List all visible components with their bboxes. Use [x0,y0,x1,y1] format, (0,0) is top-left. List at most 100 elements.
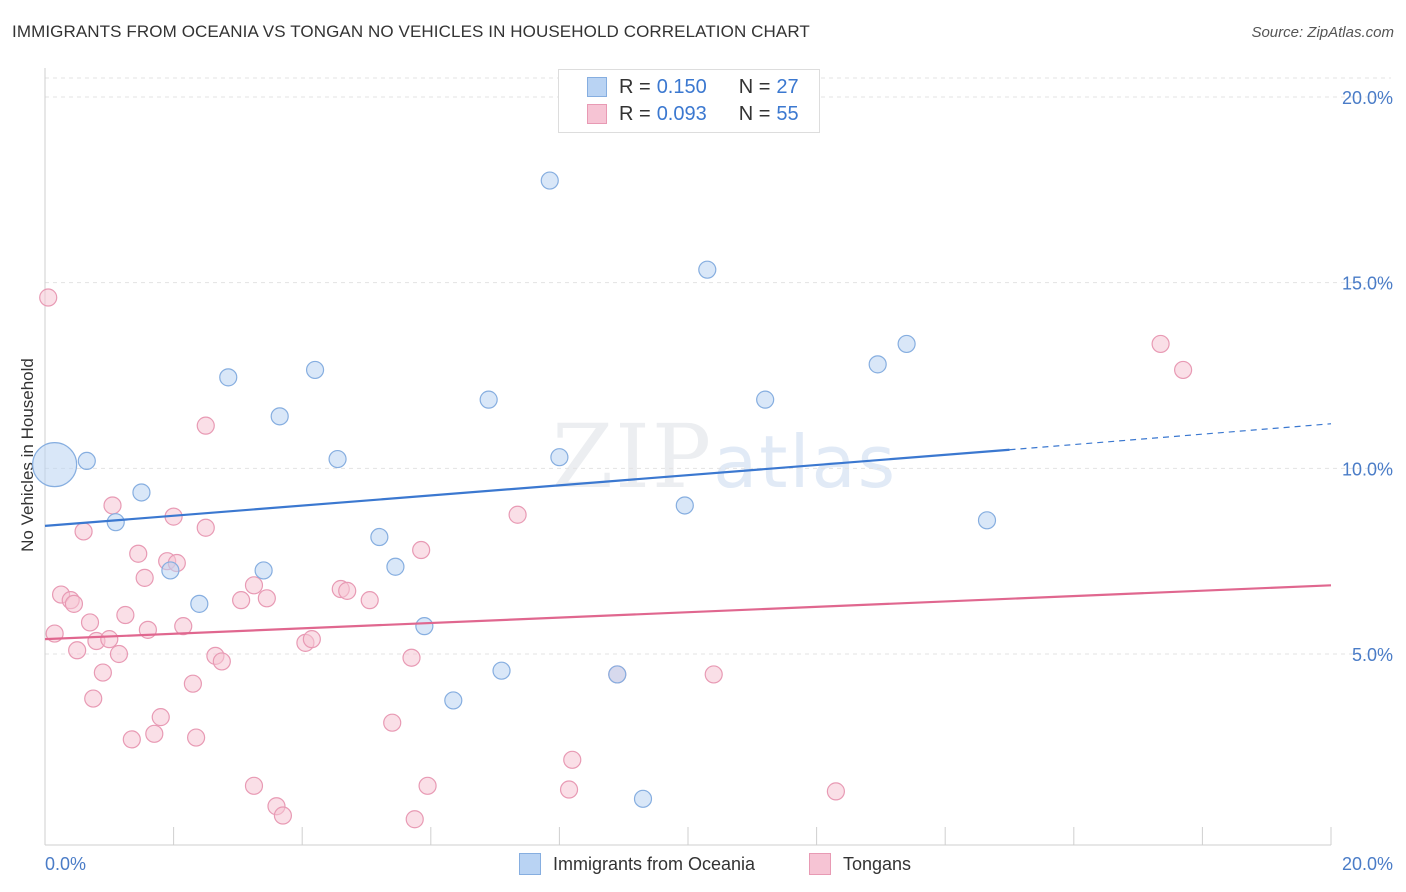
data-point [187,728,206,747]
data-point [77,451,96,471]
data-point [232,591,251,610]
data-point [145,724,164,743]
data-point [68,641,87,660]
y-tick-label: 15.0% [1342,274,1393,294]
data-point [80,613,100,632]
data-point [633,789,653,808]
stats-legend: R = 0.150 N = 27 R = 0.093 N = 55 [558,69,820,133]
data-point [540,171,559,190]
data-point [418,776,437,795]
data-point [402,648,421,667]
data-point [550,448,569,467]
n-label: N = [738,75,771,98]
data-point [370,527,389,547]
data-point [897,334,916,354]
data-point [415,617,434,636]
data-point [444,691,463,710]
legend-item-tongans: Tongans [809,852,911,876]
data-point [302,630,321,649]
data-point [412,540,431,560]
data-point [479,390,498,409]
n-value: 27 [776,75,799,98]
data-point [161,561,180,580]
source-label: Source: ZipAtlas.com [1251,24,1394,41]
pink-legend-swatch [809,853,831,875]
legend-row-tongans: R = 0.093 N = 55 [587,101,799,127]
legend-item-oceania: Immigrants from Oceania [519,852,755,876]
data-point [244,776,264,795]
data-point [254,561,273,580]
trend-line-oceania [44,448,1010,527]
data-point [212,652,231,671]
data-point [305,360,325,380]
data-point [826,782,845,801]
legend-row-oceania: R = 0.150 N = 27 [587,74,799,100]
y-tick-label: 20.0% [1342,88,1393,108]
data-point [219,368,238,387]
data-point [196,518,215,537]
data-point [64,594,84,613]
blue-legend-swatch [519,853,541,875]
data-point [270,407,289,426]
x-tick-label: 20.0% [1342,854,1393,874]
trend-line-oceania-projection [1009,423,1332,451]
r-label: R = [619,75,651,98]
data-point [106,513,125,532]
data-point [386,557,405,576]
data-point [32,442,78,488]
data-point [100,630,119,649]
data-point [405,810,424,829]
r-value: 0.093 [656,102,707,125]
data-point [190,594,209,613]
data-point [257,589,276,608]
legend-label-oceania: Immigrants from Oceania [553,853,756,874]
data-point [74,522,93,541]
data-point [563,750,582,769]
data-point [196,416,215,435]
blue-swatch [587,77,607,97]
data-point [135,568,154,587]
data-point [132,483,151,502]
data-point [183,674,202,693]
data-point [174,617,193,636]
data-point [116,605,135,625]
data-point [93,663,112,682]
data-point [675,496,694,515]
data-point [109,644,129,664]
data-point [868,355,887,374]
x-tick-label: 0.0% [45,854,86,874]
trend-line-tongans [44,584,1332,641]
data-point [103,496,122,515]
legend-label-tongans: Tongans [843,853,912,874]
n-value: 55 [776,102,799,125]
watermark-zip: ZIP [552,405,714,508]
pink-swatch [587,104,607,124]
data-point [360,591,379,610]
data-point [244,576,264,595]
chart-title: IMMIGRANTS FROM OCEANIA VS TONGAN NO VEH… [12,22,810,41]
r-label: R = [619,102,651,125]
data-point [39,288,58,307]
data-point [84,689,103,708]
data-point [1151,334,1170,354]
data-point [492,661,511,680]
data-point [151,708,170,727]
y-tick-label: 10.0% [1342,459,1393,479]
y-tick-label: 5.0% [1352,645,1393,665]
data-point [977,511,997,530]
data-point [122,730,141,749]
data-point [383,713,402,732]
data-point [698,260,717,279]
r-value: 0.150 [656,75,707,98]
data-point [508,505,527,524]
data-point [559,780,579,799]
data-point [1174,360,1193,380]
data-point [129,544,148,563]
data-point [338,581,357,600]
data-point [756,390,775,409]
n-label: N = [738,102,771,125]
data-point [704,665,723,684]
data-point [328,449,347,469]
data-point [273,806,293,825]
